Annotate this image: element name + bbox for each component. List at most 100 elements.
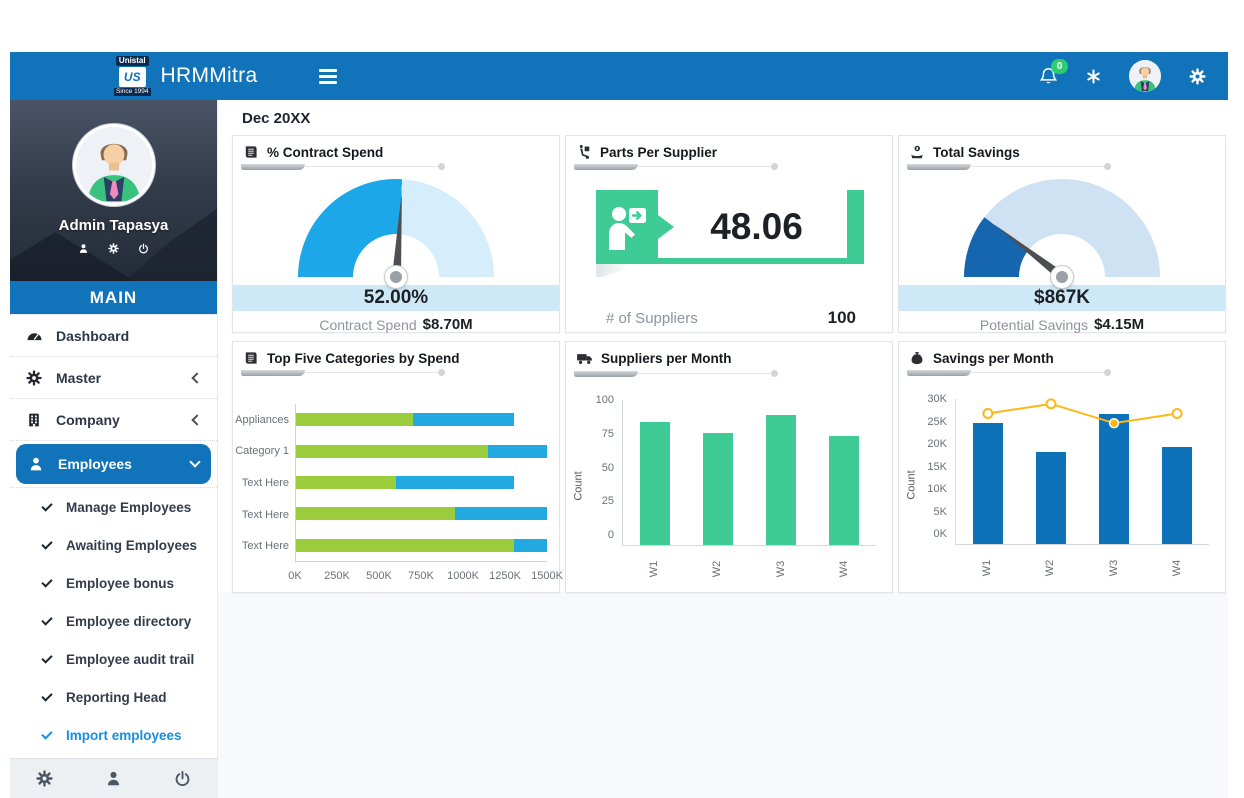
category-label: W4: [1171, 559, 1184, 577]
category-label: Category 1: [235, 445, 289, 458]
category-label: W1: [647, 560, 660, 578]
header-actions: 0: [1039, 58, 1206, 92]
x-tick-label: 1000K: [447, 570, 479, 582]
card-footer-label: # of Suppliers: [606, 309, 698, 327]
card-top-categories: Top Five Categories by Spend Appliances C…: [232, 341, 563, 593]
y-tick-label: 30K: [927, 393, 947, 405]
profile-avatar[interactable]: [72, 124, 155, 206]
logo-since-text: Since 1994: [114, 88, 151, 96]
gauge-value: 52.00%: [233, 285, 559, 311]
app-title: HRMMitra: [160, 64, 258, 87]
sidebar-item-employee-bonus[interactable]: Employee bonus: [10, 564, 217, 602]
logo-mark: US: [118, 67, 146, 87]
profile-section: Admin Tapasya: [10, 100, 217, 281]
truck-icon: [576, 350, 593, 367]
asterisk-icon[interactable]: [1086, 69, 1101, 84]
y-tick-label: 75: [601, 427, 614, 440]
dashboard-panel: Dec 20XX % Contract Spend: [218, 100, 1228, 593]
bar: [972, 423, 1003, 544]
y-tick-label: 20K: [927, 438, 947, 450]
check-icon: [41, 727, 53, 740]
blue-segment: [513, 538, 547, 552]
blue-segment: [396, 475, 514, 489]
line-marker: [982, 408, 994, 419]
stacked-bar-chart: Appliances Category 1 Text Here Text Here Te…: [233, 378, 563, 592]
y-tick-label: 25: [601, 495, 614, 508]
kpi-pointer: [658, 215, 674, 239]
category-label: W1: [980, 559, 993, 577]
sidebar-item-manage-employees[interactable]: Manage Employees: [10, 488, 217, 526]
card-parts-per-supplier: Parts Per Supplier 48.06: [565, 135, 893, 333]
card-contract-spend: % Contract Spend 52.00% Cont: [232, 135, 560, 333]
y-tick-label: 15K: [927, 460, 947, 473]
gauge-pivot: [1050, 265, 1074, 289]
category-label: W2: [711, 560, 724, 578]
card-footer-value: 100: [827, 308, 856, 327]
bar-line-chart: Count 30K 25K 20K 15K 10K 5K 0K W1 W2 W3 W4: [899, 378, 1225, 592]
blue-segment: [413, 413, 514, 427]
sidebar-footer: [10, 758, 217, 798]
card-tab-decoration: [574, 371, 638, 377]
x-tick-label: 1250K: [489, 570, 521, 582]
x-tick-label: 250K: [324, 570, 350, 582]
profile-gear-icon[interactable]: [108, 243, 119, 254]
profile-person-icon[interactable]: [78, 243, 89, 254]
total-savings-gauge: [964, 179, 1160, 289]
line-marker: [1171, 408, 1183, 419]
logo-top-text: Unistal: [115, 56, 149, 66]
sidebar-item-employees[interactable]: Employees: [16, 444, 211, 484]
footer-person-icon[interactable]: [105, 770, 122, 787]
y-tick-label: 50: [601, 461, 614, 474]
check-icon: [41, 575, 53, 588]
stacked-bar: [296, 413, 547, 427]
kpi-green-square: [596, 190, 658, 264]
card-title: Suppliers per Month: [601, 351, 732, 366]
category-label: Text Here: [241, 508, 289, 521]
footer-power-icon[interactable]: [174, 770, 191, 787]
sidebar-item-import-employees[interactable]: Import employees: [10, 716, 217, 754]
y-tick-label: 10K: [927, 483, 947, 495]
category-label: W3: [774, 560, 787, 578]
y-tick-label: 100: [595, 394, 614, 406]
sidebar-item-awaiting-employees[interactable]: Awaiting Employees: [10, 526, 217, 564]
hamburger-menu-icon[interactable]: [319, 66, 341, 87]
green-segment: [296, 444, 489, 458]
settings-gear-icon[interactable]: [1189, 68, 1206, 85]
category-label: W4: [838, 560, 851, 578]
check-icon: [41, 499, 53, 512]
bar-chart: Count 100 75 50 25 0 W1 W2 W3 W4: [566, 379, 892, 593]
gauge-pivot: [384, 265, 408, 289]
card-tab-decoration: [907, 164, 971, 170]
top-header-bar: Unistal US Since 1994 HRMMitra 0: [10, 52, 1228, 100]
sidebar-item-reporting-head[interactable]: Reporting Head: [10, 678, 217, 716]
notifications-button[interactable]: 0: [1039, 58, 1068, 86]
footer-gear-icon[interactable]: [36, 770, 53, 787]
card-title: Total Savings: [933, 144, 1020, 160]
category-label: W3: [1107, 559, 1120, 577]
sidebar-item-employee-audit-trail[interactable]: Employee audit trail: [10, 640, 217, 678]
sidebar-item-employee-directory[interactable]: Employee directory: [10, 602, 217, 640]
person-box-arrow-icon: [605, 204, 649, 250]
green-segment: [296, 413, 414, 427]
kpi-graphic: 48.06: [566, 174, 892, 290]
bar: [639, 421, 670, 545]
unistal-logo: Unistal US Since 1994: [114, 56, 151, 96]
parts-supplier-icon: [576, 144, 592, 160]
category-label: Text Here: [241, 476, 289, 489]
bar: [702, 433, 733, 545]
profile-power-icon[interactable]: [138, 243, 149, 254]
main-content: Dec 20XX % Contract Spend: [218, 100, 1228, 798]
category-label: W2: [1044, 559, 1057, 577]
sidebar-item-company[interactable]: Company: [10, 399, 217, 441]
app-window: Unistal US Since 1994 HRMMitra 0: [10, 52, 1228, 798]
sidebar: Admin Tapasya MAIN Dashboard Master: [10, 100, 218, 798]
sidebar-section-label: MAIN: [10, 281, 217, 314]
card-suppliers-per-month: Suppliers per Month Count 100 75 50 25 0 W1 W…: [565, 341, 893, 593]
sidebar-item-master[interactable]: Master: [10, 357, 217, 399]
sidebar-item-dashboard[interactable]: Dashboard: [10, 315, 217, 357]
stacked-bar: [296, 538, 547, 552]
card-tab-decoration: [574, 164, 638, 170]
money-bag-icon: [909, 350, 925, 366]
stacked-bar: [296, 507, 547, 521]
header-avatar[interactable]: [1129, 60, 1161, 92]
